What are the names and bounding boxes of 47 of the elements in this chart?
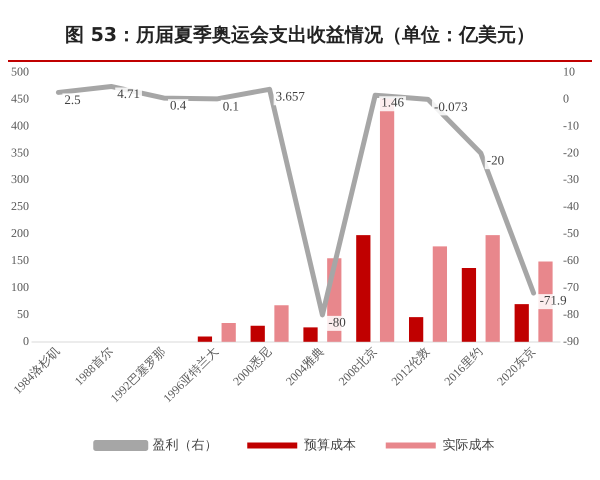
data-label: 0.1 xyxy=(222,98,240,114)
data-label: 4.71 xyxy=(117,86,140,101)
data-label: -0.073 xyxy=(434,98,468,114)
bar xyxy=(514,304,529,342)
bar xyxy=(222,323,236,342)
y-tick-label: 300 xyxy=(11,172,29,186)
bar xyxy=(432,246,448,342)
bar xyxy=(486,235,500,342)
bar xyxy=(198,336,212,342)
data-label: -71.9 xyxy=(540,292,567,308)
y2-tick-label: 0 xyxy=(563,91,570,106)
y2-tick-label: -80 xyxy=(563,307,580,322)
y-tick-label: 150 xyxy=(11,253,29,268)
bar xyxy=(356,235,370,342)
y-tick-label: 450 xyxy=(11,91,29,106)
y-tick-label: 100 xyxy=(11,280,29,294)
y2-tick-label: -20 xyxy=(563,145,580,160)
data-label: -80 xyxy=(328,314,346,330)
data-label: 0.4 xyxy=(170,98,187,113)
bar xyxy=(408,317,424,342)
y2-tick-label: -30 xyxy=(563,172,580,186)
y2-tick-label: 10 xyxy=(563,64,576,78)
y-tick-label: 250 xyxy=(11,199,29,214)
data-label: 2.5 xyxy=(64,92,81,107)
data-label: -20 xyxy=(486,152,504,168)
y2-tick-label: -40 xyxy=(563,199,580,214)
y2-tick-label: -50 xyxy=(563,226,580,240)
bar xyxy=(274,305,289,342)
y2-tick-label: -90 xyxy=(563,334,580,348)
bar xyxy=(250,326,265,342)
legend-label: 盈利（右） xyxy=(152,436,218,452)
y-tick-label: 400 xyxy=(11,118,29,132)
legend-label: 预算成本 xyxy=(304,436,356,452)
y-tick-label: 0 xyxy=(23,334,29,348)
y-tick-label: 350 xyxy=(11,145,29,160)
legend-label: 实际成本 xyxy=(442,436,494,452)
chart-title: 图 53：历届夏季奥运会支出收益情况（单位：亿美元） xyxy=(8,8,592,62)
bar xyxy=(303,327,318,342)
y2-tick-label: -60 xyxy=(563,253,580,268)
y-tick-label: 50 xyxy=(17,307,29,322)
bar xyxy=(462,268,476,342)
y-tick-label: 500 xyxy=(11,64,29,78)
y2-tick-label: -10 xyxy=(563,118,580,132)
data-label: 3.657 xyxy=(276,88,306,104)
y-tick-label: 200 xyxy=(11,226,29,240)
y2-tick-label: -70 xyxy=(563,280,580,294)
data-label: 1.46 xyxy=(381,94,404,110)
